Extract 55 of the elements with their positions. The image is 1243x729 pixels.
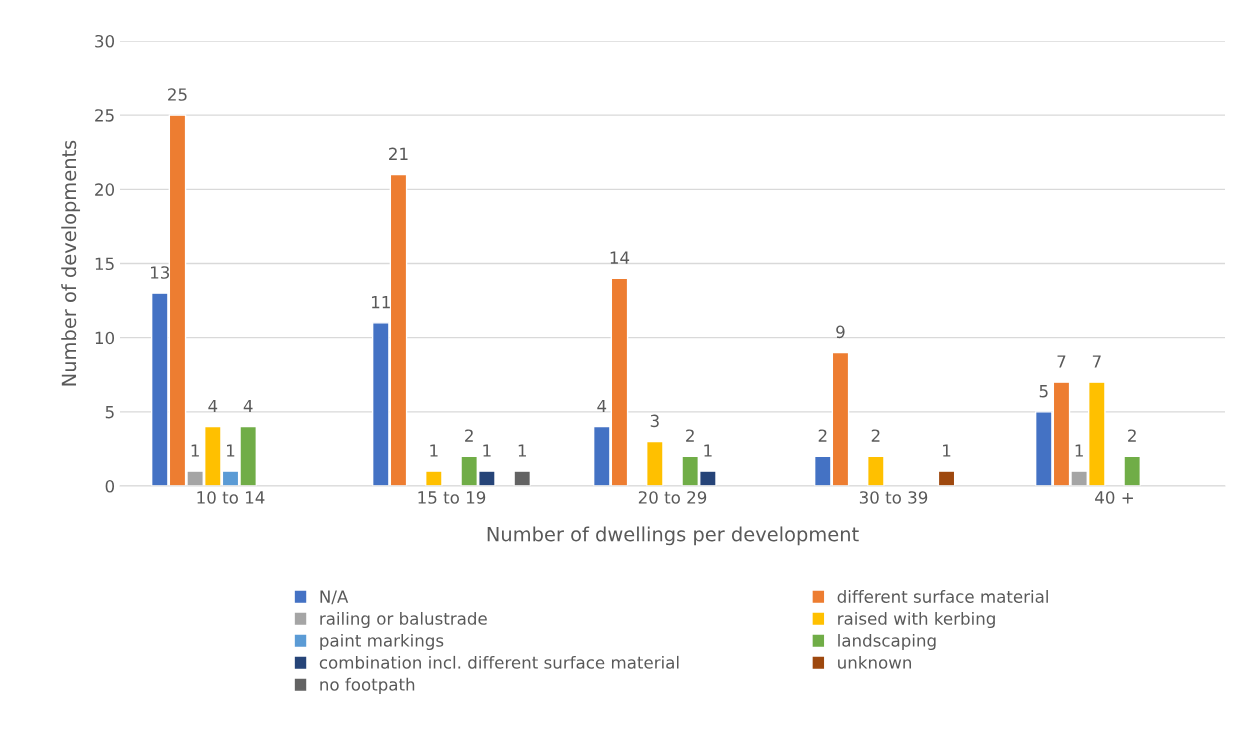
x-tick-label: 30 to 39 (859, 491, 928, 504)
legend-label: raised with kerbing (838, 611, 995, 629)
legend-label: combination incl. different surface material (319, 655, 679, 669)
data-label: 1 (191, 444, 199, 457)
data-label: 4 (208, 399, 218, 413)
legend-label: N/A (320, 590, 349, 605)
bar (937, 470, 956, 486)
legend-label: landscaping (838, 633, 936, 651)
data-label: 4 (597, 399, 607, 413)
y-tick-label: 5 (105, 406, 114, 419)
data-label: 1 (518, 444, 526, 457)
data-label: 1 (1075, 444, 1083, 457)
data-label: 3 (650, 414, 659, 428)
data-label: 11 (372, 296, 390, 309)
data-label: 7 (1057, 355, 1066, 368)
x-axis-title: Number of dwellings per development (487, 526, 859, 546)
data-label: 13 (151, 266, 170, 279)
y-tick-label: 0 (105, 479, 115, 493)
data-label: 1 (430, 444, 438, 457)
data-label: 4 (243, 399, 253, 413)
y-tick-label: 10 (95, 331, 115, 345)
legend-label: different surface material (837, 590, 1048, 603)
x-tick-label: 20 to 29 (638, 491, 707, 504)
bar (424, 470, 443, 486)
y-tick-label: 15 (95, 257, 114, 271)
data-label: 5 (1039, 385, 1048, 398)
legend-label: unknown (838, 655, 912, 669)
data-label: 2 (686, 429, 694, 442)
data-label: 7 (1092, 355, 1101, 368)
data-label: 1 (483, 444, 491, 457)
y-tick-label: 30 (95, 34, 115, 48)
bar (513, 470, 532, 486)
data-label: 21 (389, 147, 408, 160)
data-label: 25 (168, 88, 187, 101)
x-tick-label: 40 + (1095, 491, 1133, 504)
legend-label: railing or balustrade (320, 611, 487, 629)
legend-label: no footpath (320, 677, 415, 694)
bar (1123, 455, 1142, 486)
data-label: 1 (227, 444, 235, 457)
bar (645, 440, 664, 486)
data-label: 9 (836, 325, 845, 339)
data-label: 1 (704, 444, 712, 457)
data-label: 2 (871, 429, 880, 442)
data-label: 2 (1128, 429, 1136, 442)
x-tick-label: 10 to 14 (197, 491, 265, 504)
bar (866, 455, 885, 486)
y-tick-label: 20 (95, 183, 115, 196)
data-label: 1 (943, 444, 951, 457)
y-tick-label: 25 (95, 109, 114, 122)
y-axis-title: Number of developments (61, 140, 81, 386)
data-label: 2 (818, 429, 827, 442)
data-label: 14 (610, 251, 630, 264)
legend-label: paint markings (320, 633, 444, 651)
data-label: 2 (465, 429, 473, 442)
x-tick-label: 15 to 19 (418, 491, 486, 504)
